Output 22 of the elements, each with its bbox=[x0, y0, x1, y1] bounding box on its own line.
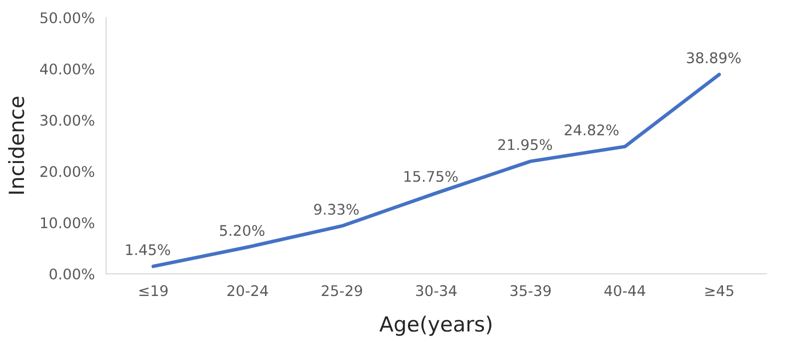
x-axis-title: Age(years) bbox=[379, 316, 492, 336]
data-label: 21.95% bbox=[498, 139, 552, 150]
x-tick-label: 20-24 bbox=[227, 285, 268, 296]
x-tick-label: 30-34 bbox=[416, 285, 457, 296]
data-label: 5.20% bbox=[220, 224, 264, 236]
y-tick-label: 50.00% bbox=[40, 12, 94, 24]
y-tick-label: 40.00% bbox=[40, 64, 94, 75]
x-tick-label: ≥45 bbox=[705, 285, 734, 296]
data-label: 1.45% bbox=[126, 244, 170, 256]
data-label: 24.82% bbox=[564, 124, 619, 136]
x-tick-label: 35-39 bbox=[510, 285, 551, 296]
data-label: 15.75% bbox=[404, 170, 458, 182]
y-tick-label: 20.00% bbox=[40, 166, 94, 178]
y-axis-title: Incidence bbox=[8, 96, 24, 194]
x-tick-label: ≤19 bbox=[139, 285, 168, 296]
y-tick-label: 0.00% bbox=[50, 268, 94, 280]
data-label: 38.89% bbox=[686, 52, 741, 64]
data-label: 9.33% bbox=[314, 204, 359, 215]
y-tick-label: 10.00% bbox=[40, 217, 94, 228]
x-tick-label: 25-29 bbox=[322, 285, 362, 296]
y-tick-label: 30.00% bbox=[40, 114, 94, 126]
x-tick-label: 40-44 bbox=[604, 285, 646, 296]
